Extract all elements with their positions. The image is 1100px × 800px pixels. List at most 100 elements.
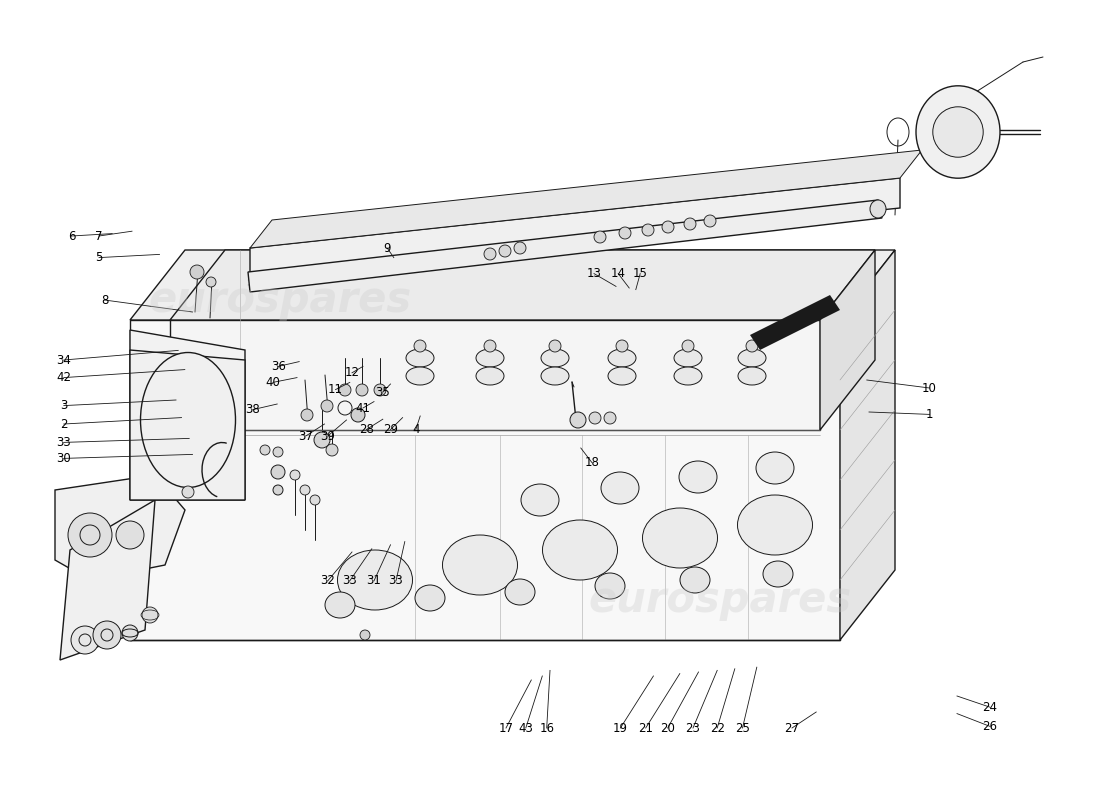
Ellipse shape: [72, 626, 99, 654]
Text: 36: 36: [271, 360, 286, 373]
Text: 3: 3: [60, 399, 67, 412]
Text: 9: 9: [384, 242, 390, 254]
Circle shape: [616, 340, 628, 352]
Ellipse shape: [406, 349, 434, 367]
Ellipse shape: [870, 200, 886, 218]
Text: 41: 41: [355, 402, 371, 414]
Circle shape: [662, 221, 674, 233]
Circle shape: [356, 384, 369, 396]
Circle shape: [619, 227, 631, 239]
Text: 38: 38: [245, 403, 261, 416]
Circle shape: [116, 521, 144, 549]
Circle shape: [260, 445, 270, 455]
Text: 22: 22: [710, 722, 725, 734]
Polygon shape: [250, 178, 900, 275]
Ellipse shape: [674, 349, 702, 367]
Text: 34: 34: [56, 354, 72, 366]
Circle shape: [142, 607, 158, 623]
Circle shape: [273, 485, 283, 495]
Ellipse shape: [737, 495, 813, 555]
Circle shape: [588, 412, 601, 424]
Circle shape: [301, 409, 314, 421]
Circle shape: [321, 400, 333, 412]
Text: 20: 20: [660, 722, 675, 734]
Polygon shape: [55, 475, 185, 580]
Ellipse shape: [679, 461, 717, 493]
Text: 31: 31: [366, 574, 382, 587]
Ellipse shape: [674, 367, 702, 385]
Circle shape: [570, 412, 586, 428]
Circle shape: [414, 340, 426, 352]
Text: 28: 28: [359, 423, 374, 436]
Circle shape: [604, 412, 616, 424]
Ellipse shape: [763, 561, 793, 587]
Circle shape: [484, 340, 496, 352]
Ellipse shape: [601, 472, 639, 504]
Text: 16: 16: [539, 722, 554, 734]
Ellipse shape: [595, 573, 625, 599]
Ellipse shape: [680, 567, 710, 593]
Ellipse shape: [541, 367, 569, 385]
Text: 19: 19: [613, 722, 628, 734]
Circle shape: [549, 340, 561, 352]
Polygon shape: [130, 250, 895, 320]
Polygon shape: [130, 320, 840, 640]
Text: 25: 25: [735, 722, 750, 734]
Circle shape: [300, 485, 310, 495]
Text: 29: 29: [383, 423, 398, 436]
Text: 39: 39: [320, 430, 336, 442]
Circle shape: [684, 218, 696, 230]
Ellipse shape: [756, 452, 794, 484]
Circle shape: [94, 621, 121, 649]
Circle shape: [499, 245, 512, 257]
Text: 11: 11: [328, 383, 343, 396]
Text: 17: 17: [498, 722, 514, 734]
Text: eurospares: eurospares: [148, 279, 411, 321]
Ellipse shape: [338, 550, 412, 610]
Circle shape: [746, 340, 758, 352]
Text: 26: 26: [982, 720, 998, 733]
Text: 30: 30: [56, 452, 72, 465]
Text: 32: 32: [320, 574, 336, 587]
Text: 15: 15: [632, 267, 648, 280]
Circle shape: [310, 495, 320, 505]
Circle shape: [682, 340, 694, 352]
Text: 10: 10: [922, 382, 937, 394]
Circle shape: [339, 384, 351, 396]
Text: 40: 40: [265, 376, 280, 389]
Circle shape: [68, 513, 112, 557]
Text: 42: 42: [56, 371, 72, 384]
Text: 33: 33: [56, 436, 72, 449]
Ellipse shape: [415, 585, 446, 611]
Text: 18: 18: [584, 456, 600, 469]
Polygon shape: [60, 500, 155, 660]
Text: 1: 1: [926, 408, 933, 421]
Polygon shape: [250, 150, 922, 248]
Text: 4: 4: [412, 423, 419, 436]
Polygon shape: [750, 295, 840, 350]
Polygon shape: [130, 330, 245, 500]
Ellipse shape: [608, 349, 636, 367]
Polygon shape: [840, 250, 895, 640]
Ellipse shape: [141, 353, 235, 487]
Text: 13: 13: [586, 267, 602, 280]
Circle shape: [704, 215, 716, 227]
Ellipse shape: [541, 349, 569, 367]
Text: 35: 35: [375, 386, 390, 398]
Circle shape: [374, 384, 386, 396]
Ellipse shape: [521, 484, 559, 516]
Circle shape: [182, 486, 194, 498]
Ellipse shape: [442, 535, 517, 595]
Circle shape: [271, 465, 285, 479]
Text: 23: 23: [685, 722, 701, 734]
Ellipse shape: [324, 592, 355, 618]
Circle shape: [594, 231, 606, 243]
Text: 27: 27: [784, 722, 800, 734]
Text: 33: 33: [388, 574, 404, 587]
Ellipse shape: [608, 367, 636, 385]
Ellipse shape: [505, 579, 535, 605]
Ellipse shape: [542, 520, 617, 580]
Ellipse shape: [916, 86, 1000, 178]
Ellipse shape: [738, 349, 766, 367]
Polygon shape: [248, 200, 882, 292]
